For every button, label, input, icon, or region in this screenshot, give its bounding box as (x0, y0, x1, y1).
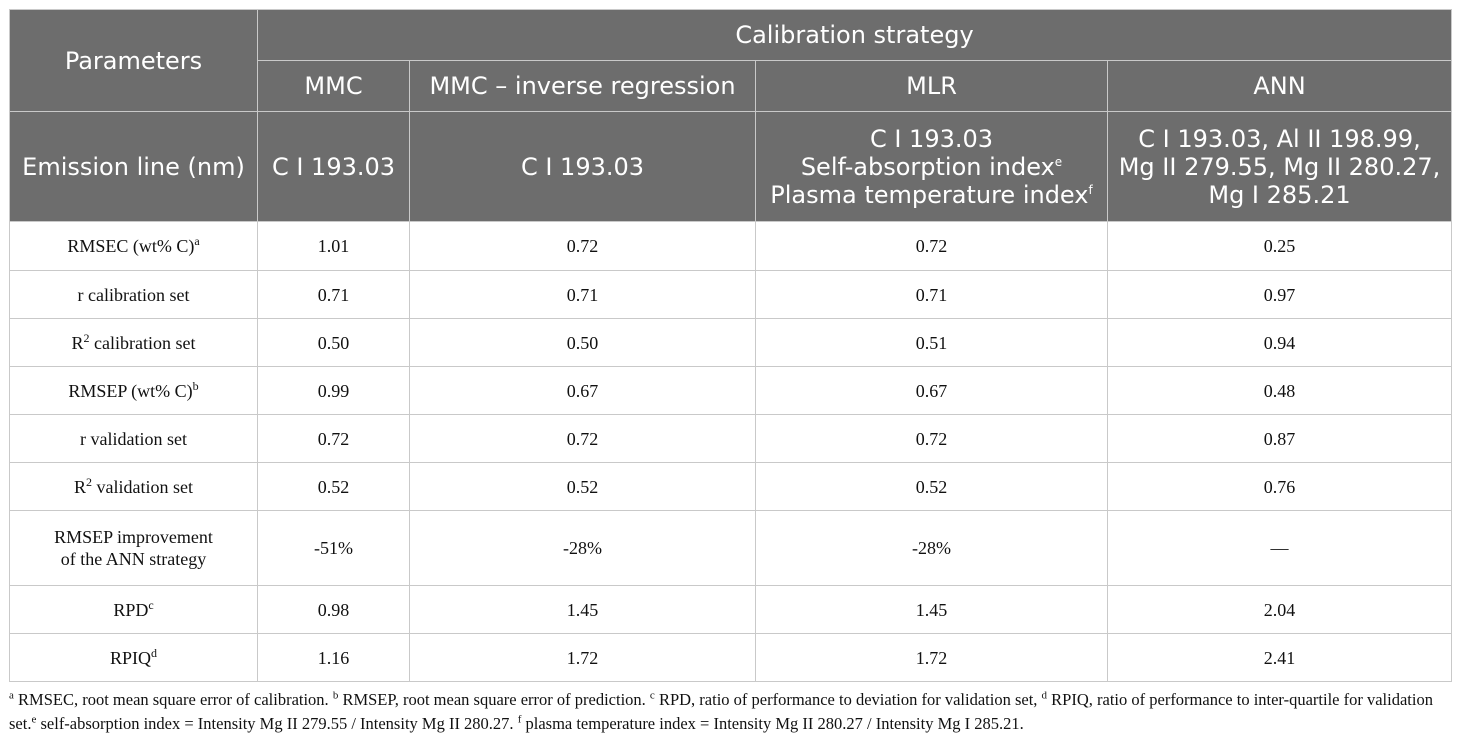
table-row: r calibration set 0.71 0.71 0.71 0.97 (9, 270, 1452, 319)
table-cell: 0.52 (257, 462, 410, 511)
row-label: R2 validation set (9, 462, 258, 511)
table-cell: -28% (755, 510, 1108, 586)
header-emission-line: Emission line (nm) (9, 111, 258, 222)
row-label: R2 calibration set (9, 318, 258, 367)
table-cell: 0.72 (755, 414, 1108, 463)
footnote-text: RMSEC, root mean square error of calibra… (13, 690, 333, 709)
header-calibration-strategy: Calibration strategy (257, 9, 1452, 61)
table-cell: 0.48 (1107, 366, 1452, 415)
table-row: R2 calibration set 0.50 0.50 0.51 0.94 (9, 318, 1452, 367)
footnote-text: RMSEP, root mean square error of predict… (338, 690, 650, 709)
table-row: r validation set 0.72 0.72 0.72 0.87 (9, 414, 1452, 463)
header-mmc-inverse-regression: MMC – inverse regression (409, 60, 756, 112)
table-cell: 2.04 (1107, 585, 1452, 634)
table-cell: 1.01 (257, 221, 410, 271)
table-cell: 0.25 (1107, 221, 1452, 271)
table-cell: 0.67 (755, 366, 1108, 415)
footnote-mark: c (649, 689, 655, 702)
row-label: RPIQd (9, 633, 258, 682)
footnote-mark: e (31, 713, 37, 726)
table-cell: 1.72 (409, 633, 756, 682)
table-cell: 2.41 (1107, 633, 1452, 682)
table-cell: 1.16 (257, 633, 410, 682)
table-cell: 0.72 (755, 221, 1108, 271)
header-parameters: Parameters (9, 9, 258, 112)
footnote-mark: b (332, 689, 339, 702)
table-row: RPIQd 1.16 1.72 1.72 2.41 (9, 633, 1452, 682)
footnote-text: RPIQ, ratio of performance to inter-quar… (9, 690, 1433, 733)
table-cell: 0.94 (1107, 318, 1452, 367)
table-cell: 0.87 (1107, 414, 1452, 463)
emission-mlr-line2: Self-absorption indexe (800, 152, 1063, 181)
footnote-mark: a (9, 689, 14, 702)
emission-ann-line3: Mg I 285.21 (1208, 180, 1351, 209)
row-label: RPDc (9, 585, 258, 634)
table-row: RMSEC (wt% C)a 1.01 0.72 0.72 0.25 (9, 221, 1452, 271)
row-label: RMSEP (wt% C)b (9, 366, 258, 415)
emission-mlr: C I 193.03 Self-absorption indexe Plasma… (755, 111, 1108, 222)
table-cell: 0.52 (755, 462, 1108, 511)
table-cell: -51% (257, 510, 410, 586)
table-row: RMSEP (wt% C)b 0.99 0.67 0.67 0.48 (9, 366, 1452, 415)
table-cell: 1.72 (755, 633, 1108, 682)
table-footnotes: a RMSEC, root mean square error of calib… (9, 688, 1449, 736)
table-cell: 0.71 (755, 270, 1108, 319)
footnote-text: plasma temperature index = Intensity Mg … (521, 714, 1024, 733)
table-cell: 0.98 (257, 585, 410, 634)
table-cell: -28% (409, 510, 756, 586)
table-cell: 0.99 (257, 366, 410, 415)
table-cell: 0.51 (755, 318, 1108, 367)
emission-ann: C I 193.03, Al II 198.99, Mg II 279.55, … (1107, 111, 1452, 222)
table-row: RPDc 0.98 1.45 1.45 2.04 (9, 585, 1452, 634)
emission-ann-line2: Mg II 279.55, Mg II 280.27, (1118, 152, 1441, 181)
table-row: R2 validation set 0.52 0.52 0.52 0.76 (9, 462, 1452, 511)
table-cell: 0.97 (1107, 270, 1452, 319)
footnote-text: self-absorption index = Intensity Mg II … (36, 714, 518, 733)
table-cell: 0.72 (409, 414, 756, 463)
header-mlr: MLR (755, 60, 1108, 112)
table-cell: 1.45 (755, 585, 1108, 634)
table-cell: 0.76 (1107, 462, 1452, 511)
footnote-mark: d (1041, 689, 1048, 702)
table-row: RMSEP improvement of the ANN strategy -5… (9, 510, 1452, 586)
emission-mlr-line1: C I 193.03 (869, 124, 994, 153)
row-label: r calibration set (9, 270, 258, 319)
footnote-text: RPD, ratio of performance to deviation f… (654, 690, 1042, 709)
row-label: RMSEC (wt% C)a (9, 221, 258, 271)
table-cell: 0.71 (257, 270, 410, 319)
table-cell: 0.72 (409, 221, 756, 271)
table-cell: — (1107, 510, 1452, 586)
emission-ann-line1: C I 193.03, Al II 198.99, (1138, 124, 1421, 153)
table-cell: 0.72 (257, 414, 410, 463)
table-cell: 0.67 (409, 366, 756, 415)
emission-mmc-inverse: C I 193.03 (409, 111, 756, 222)
table-cell: 0.50 (409, 318, 756, 367)
table-cell: 1.45 (409, 585, 756, 634)
row-label: r validation set (9, 414, 258, 463)
emission-mlr-line3: Plasma temperature indexf (770, 180, 1093, 209)
table-cell: 0.71 (409, 270, 756, 319)
table-cell: 0.50 (257, 318, 410, 367)
results-table: Parameters Calibration strategy MMC MMC … (9, 9, 1452, 682)
footnote-mark: f (517, 713, 522, 726)
header-mmc: MMC (257, 60, 410, 112)
row-label: RMSEP improvement of the ANN strategy (9, 510, 258, 586)
table-cell: 0.52 (409, 462, 756, 511)
emission-mmc: C I 193.03 (257, 111, 410, 222)
header-ann: ANN (1107, 60, 1452, 112)
